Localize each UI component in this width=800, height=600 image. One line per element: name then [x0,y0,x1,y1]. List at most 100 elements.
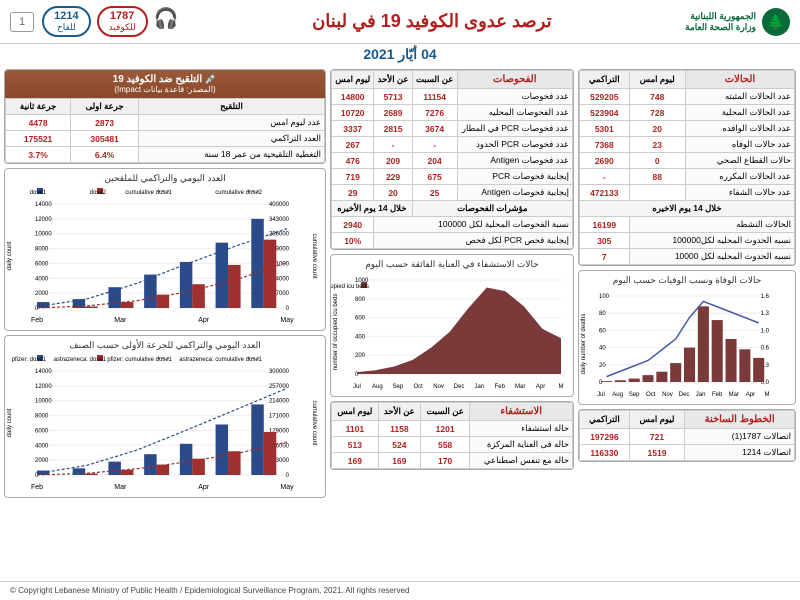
table-cell: 719 [332,169,374,185]
svg-text:40: 40 [599,346,606,352]
svg-text:Apr: Apr [746,392,755,398]
tests-table: الفحوصاتعن السبتعن الأحدليوم امس عدد فحو… [331,70,573,249]
org-name-1: الجمهورية اللبنانية [685,11,756,22]
svg-text:Apr: Apr [198,317,210,324]
logo-icon [762,8,790,36]
deaths-chart: حالات الوفاة ونسب الوفيات حسب اليوم 00.0… [578,270,796,405]
table-cell: حالات القطاع الصحي [685,153,794,169]
svg-text:Feb: Feb [31,317,43,324]
table-cell: 2815 [374,121,412,137]
svg-text:occupied icu beds: occupied icu beds [330,284,369,290]
page-number: 1 [10,12,34,32]
svg-text:Oct: Oct [414,384,424,390]
table-cell: 472133 [580,185,630,201]
table-cell: 2689 [374,105,412,121]
table-cell: 7368 [580,137,630,153]
svg-text:0.6: 0.6 [761,346,770,352]
table-cell: 1519 [629,445,684,461]
table-cell: 721 [629,429,684,445]
headset-icon: 🎧 [154,6,179,37]
svg-text:0: 0 [599,380,603,386]
svg-text:cumulative dose2: cumulative dose2 [215,190,262,196]
svg-text:Nov: Nov [433,384,444,390]
table-cell: 476 [332,153,374,169]
report-date: 04 أيّار 2021 [0,44,800,65]
cases-panel: الحالاتليوم امسالتراكمي عدد الحالات المث… [578,69,796,266]
svg-text:May: May [280,484,294,491]
svg-text:800: 800 [355,297,366,303]
table-cell: عدد الحالات المكرره [685,169,794,185]
svg-text:Nov: Nov [662,392,673,398]
table-cell: 23 [629,137,685,153]
table-cell: عدد الفحوصات المحليه [457,105,572,121]
svg-text:cumulative dose1: cumulative dose1 [125,190,172,196]
svg-text:astrazeneca: cumulative dose1: astrazeneca: cumulative dose1 [179,357,262,363]
table-cell: إيجابية فحوصات Antigen [457,185,572,201]
svg-text:400000: 400000 [269,202,290,208]
svg-text:286000: 286000 [269,232,290,238]
svg-text:Apr: Apr [198,484,210,491]
table-cell: 197296 [580,429,630,445]
cases-table: الحالاتليوم امسالتراكمي عدد الحالات المث… [579,70,795,265]
svg-text:257000: 257000 [269,384,290,390]
svg-text:Mar: Mar [114,317,127,324]
svg-text:Aug: Aug [612,392,623,398]
svg-text:14000: 14000 [35,369,52,375]
vacc-chart-1: العدد اليومي والتراكمي للملقحين 00200057… [4,168,326,331]
table-cell: - [580,169,630,185]
table-cell: 10720 [332,105,374,121]
table-cell: 529205 [580,89,630,105]
table-cell: 3674 [412,121,457,137]
vaccination-table: التلقيحجرعة اولىجرعة ثانية عدد ليوم امس2… [5,98,325,163]
svg-text:100: 100 [599,294,610,300]
table-cell: 116330 [580,445,630,461]
table-cell: - [374,137,412,153]
svg-text:10000: 10000 [35,232,52,238]
svg-text:dose1: dose1 [30,190,47,196]
table-cell: 20 [629,121,685,137]
table-cell: عدد الحالات الوافده [685,121,794,137]
table-cell: 1158 [378,421,420,437]
syringe-icon: 💉 [205,74,217,85]
svg-text:200: 200 [355,353,366,359]
svg-text:171000: 171000 [269,414,290,420]
svg-text:cumulative count: cumulative count [311,233,317,278]
svg-text:343000: 343000 [269,217,290,223]
svg-text:14000: 14000 [35,202,52,208]
svg-text:pfizer: dose1: pfizer: dose1 [12,357,47,363]
table-cell: 5301 [580,121,630,137]
table-cell: اتصالات 1787(1) [685,429,795,445]
table-cell: 5713 [374,89,412,105]
svg-text:2000: 2000 [35,458,49,464]
svg-text:1.3: 1.3 [761,311,770,317]
svg-text:4000: 4000 [35,443,49,449]
table-cell: 1101 [332,421,379,437]
svg-text:Oct: Oct [646,392,656,398]
hospital-table: الاستشفاءعن السبتعن الأحدليوم امس حالة ا… [331,402,573,469]
hospital-panel: الاستشفاءعن السبتعن الأحدليوم امس حالة ا… [330,401,574,470]
org-name-2: وزارة الصحة العامة [685,22,756,33]
svg-text:Aug: Aug [372,384,383,390]
table-cell: عدد الحالات المثبته [685,89,794,105]
table-cell: 20 [374,185,412,201]
svg-text:daily count: daily count [7,241,13,270]
table-cell: حاله مع تنفس اصطناعي [470,453,573,469]
svg-text:May: May [280,317,294,324]
table-cell: 524 [378,437,420,453]
table-cell: 169 [378,453,420,469]
hotline-vaccine: 1214 للقاح [42,6,90,37]
svg-text:daily number of deaths: daily number of deaths [581,314,587,375]
svg-text:Sep: Sep [629,392,640,398]
svg-text:6000: 6000 [35,428,49,434]
svg-text:Feb: Feb [31,484,43,491]
table-cell: إيجابية فحوصات PCR [457,169,572,185]
svg-text:80: 80 [599,311,606,317]
svg-text:Feb: Feb [712,392,723,398]
table-cell: 209 [374,153,412,169]
svg-text:number of occupied icu beds: number of occupied icu beds [333,294,339,371]
table-cell: 14800 [332,89,374,105]
svg-text:Mar: Mar [114,484,127,491]
hotlines-table: الخطوط الساخنةليوم امسالتراكمي اتصالات 1… [579,410,795,461]
table-cell: 170 [420,453,469,469]
table-cell: 0 [629,153,685,169]
